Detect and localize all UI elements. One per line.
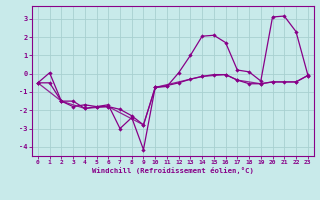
X-axis label: Windchill (Refroidissement éolien,°C): Windchill (Refroidissement éolien,°C) bbox=[92, 167, 254, 174]
